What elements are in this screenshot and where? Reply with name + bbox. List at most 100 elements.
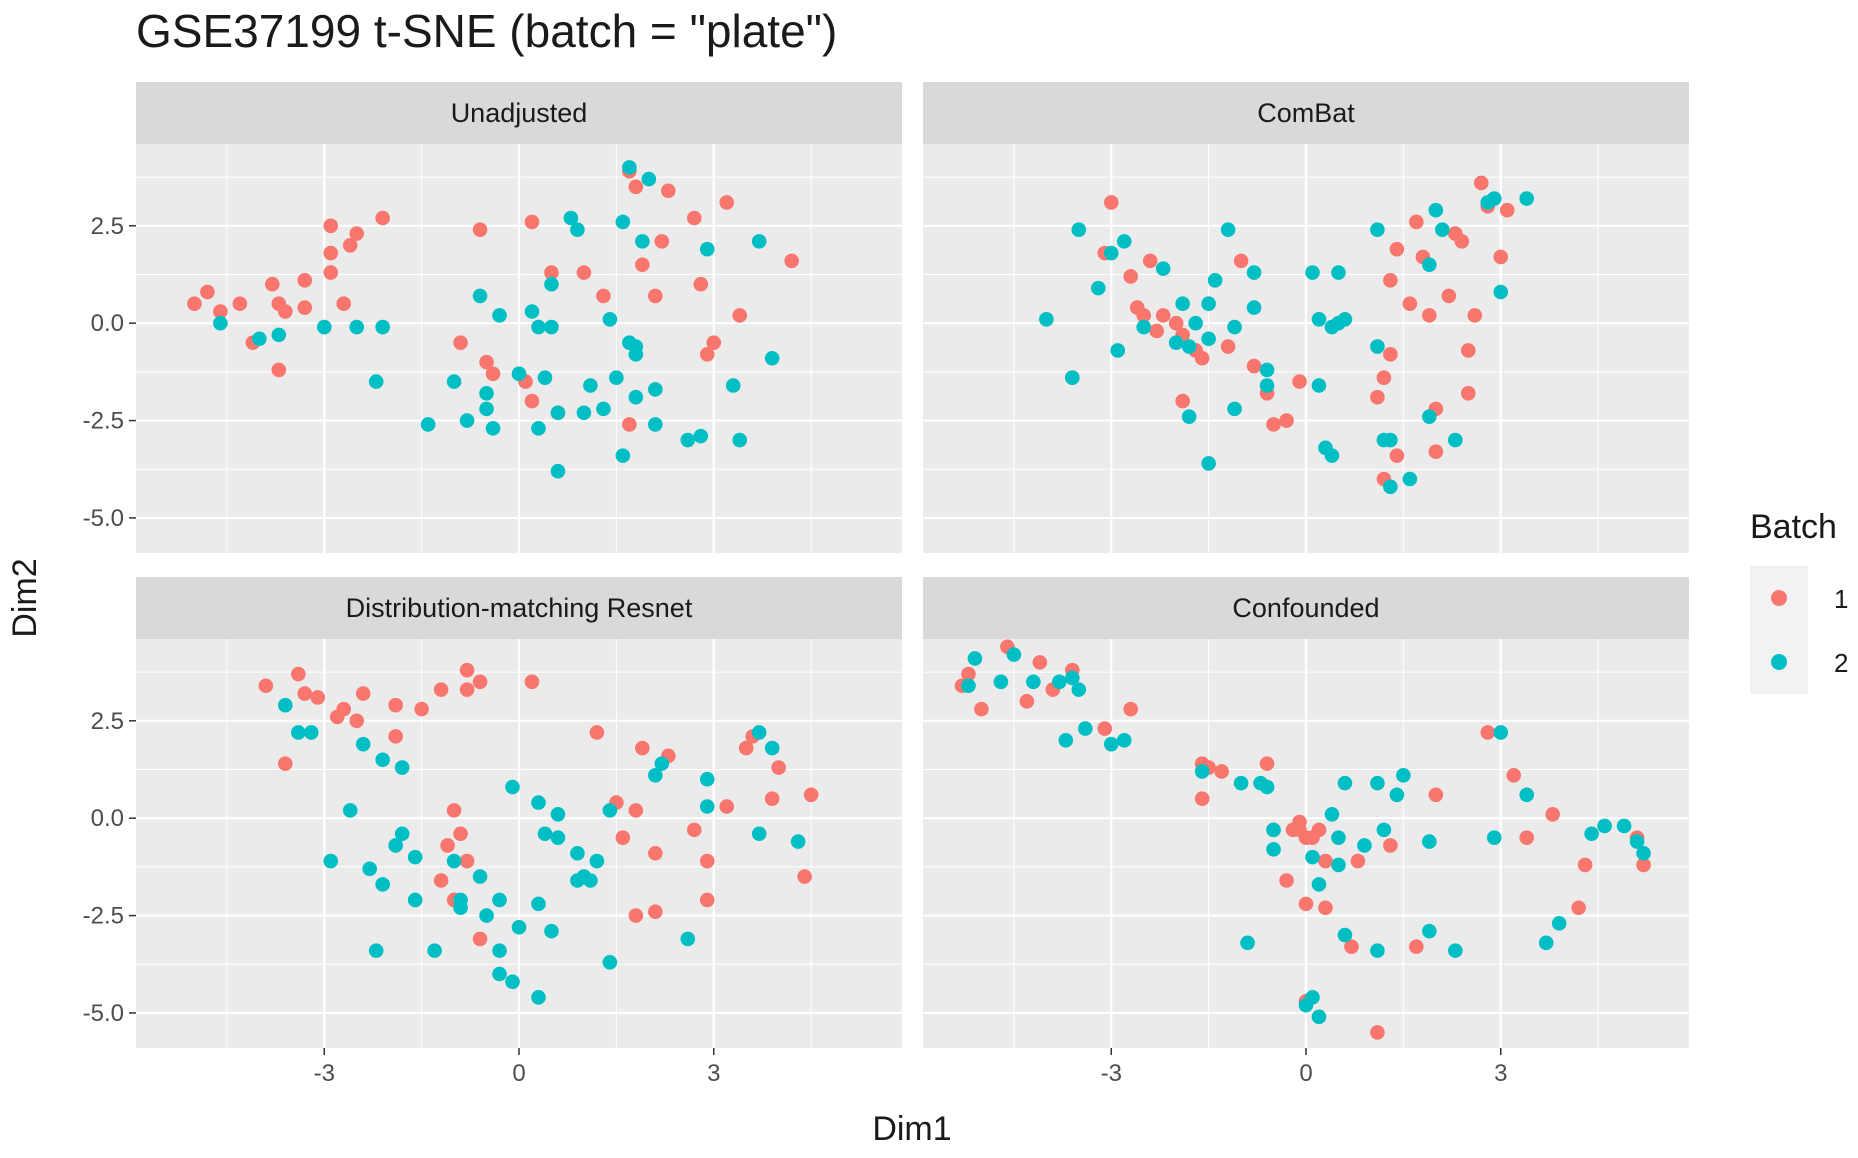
data-point (531, 795, 546, 810)
series-batch-1 (258, 662, 819, 947)
data-point (732, 308, 748, 323)
data-point (1194, 350, 1210, 366)
data-point (1577, 857, 1593, 873)
data-point (1311, 311, 1327, 327)
data-point (492, 308, 507, 323)
x-tick-label: 3 (707, 1060, 720, 1087)
data-point (1538, 935, 1554, 951)
data-point (349, 713, 365, 729)
data-point (622, 160, 637, 175)
data-point (1305, 265, 1320, 280)
data-point (414, 701, 429, 717)
y-tick-label: -2.5 (83, 408, 124, 435)
data-point (1422, 308, 1437, 323)
data-point (771, 760, 786, 775)
data-point (524, 393, 540, 409)
data-point (1175, 296, 1190, 312)
data-point (1376, 370, 1392, 386)
series-batch-2 (278, 697, 806, 1005)
series-batch-1 (954, 639, 1651, 1040)
data-point (1350, 853, 1366, 869)
panel-4: Confounded -3 0 3 (923, 577, 1689, 1087)
data-point (1370, 389, 1385, 405)
data-point (1077, 721, 1093, 736)
data-point (1220, 222, 1236, 237)
data-point (544, 319, 559, 335)
data-point (1026, 674, 1041, 690)
data-point (368, 374, 384, 389)
data-point (602, 803, 618, 818)
data-point (1142, 253, 1158, 269)
data-point (232, 296, 248, 312)
data-point (278, 697, 293, 713)
y-tick-label: 0.0 (91, 805, 124, 832)
data-point (349, 319, 365, 335)
data-point (303, 725, 319, 740)
data-point (699, 892, 715, 908)
data-point (1214, 764, 1229, 779)
facet-strip (136, 577, 902, 639)
data-point (1428, 787, 1444, 803)
data-point (1493, 249, 1509, 265)
data-point (1116, 732, 1132, 748)
data-point (699, 799, 715, 814)
data-point (1136, 308, 1152, 323)
data-point (1181, 339, 1197, 354)
data-point (1311, 378, 1327, 393)
data-point (1636, 845, 1651, 861)
data-point (654, 234, 670, 249)
data-point (699, 347, 715, 362)
data-point (433, 873, 449, 888)
data-point (1422, 409, 1437, 424)
data-point (265, 276, 280, 292)
panel-2: ComBat (923, 82, 1689, 553)
data-point (1318, 900, 1333, 916)
data-point (544, 265, 559, 280)
data-point (1292, 814, 1307, 830)
data-point (1259, 779, 1275, 795)
data-point (1305, 990, 1320, 1005)
data-point (1389, 241, 1405, 257)
data-point (1097, 721, 1113, 736)
data-point (336, 296, 352, 312)
data-point (1473, 175, 1489, 191)
data-point (635, 234, 650, 249)
data-point (570, 845, 585, 861)
data-point (1460, 343, 1476, 358)
data-point (1279, 873, 1294, 888)
x-tick-label: -3 (1101, 1060, 1122, 1087)
data-point (641, 171, 657, 187)
data-point (1201, 296, 1216, 312)
data-point (1636, 857, 1651, 873)
data-point (472, 222, 488, 237)
data-point (1331, 830, 1346, 845)
data-point (1259, 362, 1275, 378)
data-point (1032, 655, 1048, 670)
data-point (1331, 857, 1346, 873)
data-point (511, 919, 527, 935)
data-point (589, 853, 605, 869)
data-point (719, 799, 735, 814)
data-point (583, 378, 598, 393)
data-point (628, 179, 644, 195)
data-point (576, 265, 592, 280)
data-point (472, 931, 488, 947)
legend-item-1: 1 (1750, 566, 1848, 630)
data-point (1201, 456, 1216, 471)
data-point (290, 725, 306, 740)
data-point (1052, 674, 1067, 690)
data-point (1259, 756, 1275, 771)
y-tick-label: 2.5 (91, 213, 124, 240)
data-point (686, 210, 702, 226)
data-point (1448, 943, 1463, 958)
data-point (1324, 448, 1340, 463)
data-point (1220, 339, 1236, 354)
data-point (446, 374, 462, 389)
data-point (1123, 701, 1139, 717)
data-point (615, 214, 631, 230)
data-point (1298, 896, 1314, 912)
data-point (563, 210, 579, 226)
data-point (375, 210, 390, 226)
data-point (258, 678, 274, 694)
